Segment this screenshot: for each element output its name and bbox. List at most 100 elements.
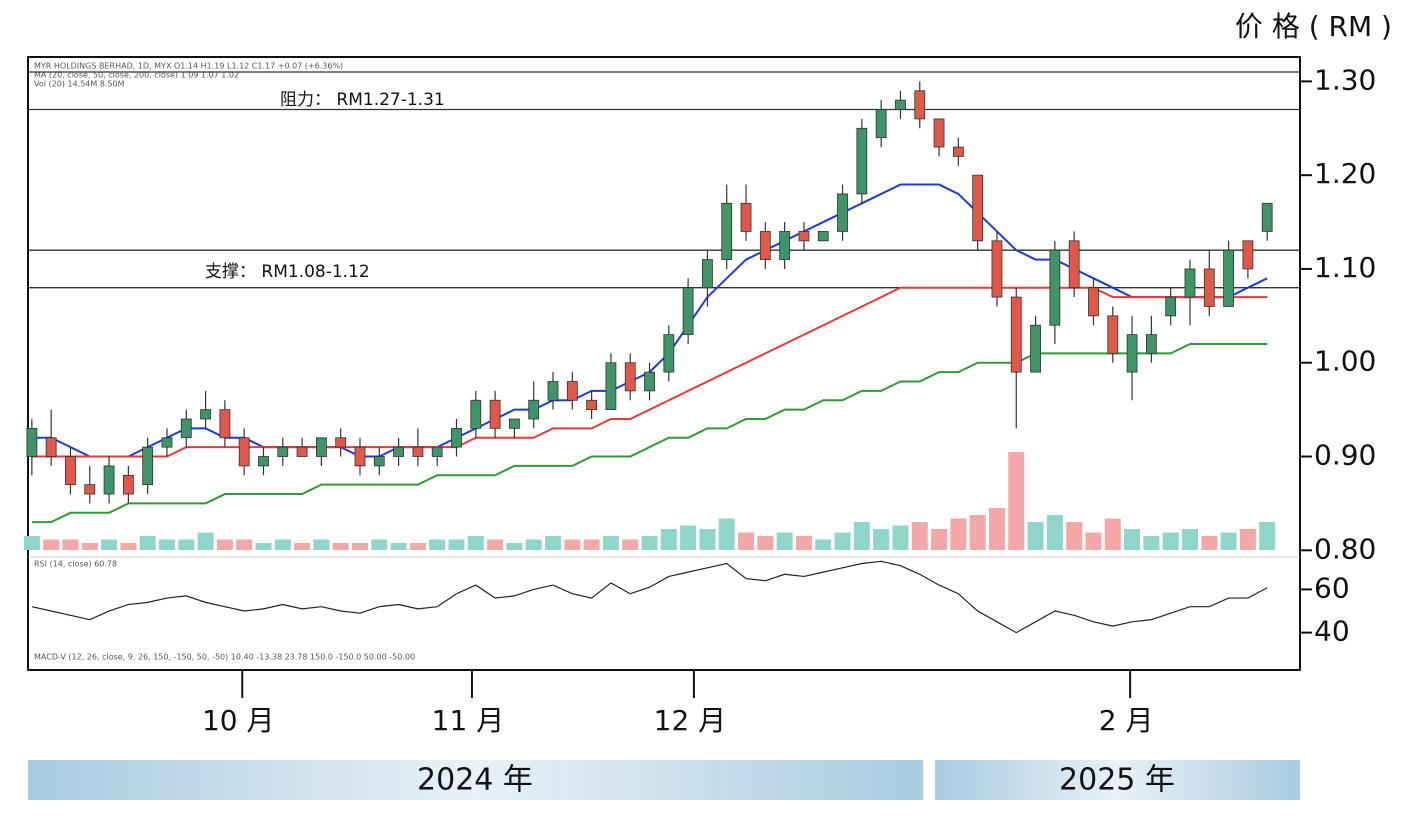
moving-average — [31, 342, 1268, 524]
volume-bar — [718, 518, 735, 550]
rsi-line — [31, 560, 1268, 634]
candle-body — [1242, 240, 1254, 270]
year-label: 2024 年 — [417, 763, 533, 798]
macd-text: MACD-V (12, 26, close, 9, 26, 150, -150,… — [34, 653, 415, 662]
candle-body — [663, 334, 675, 373]
candle-body — [914, 90, 926, 120]
volume-bar — [81, 543, 98, 550]
volume-bar — [1066, 522, 1083, 550]
volume-bar — [660, 529, 677, 550]
volume-bar — [757, 536, 774, 550]
volume-bar — [23, 536, 40, 550]
volume-bar — [699, 529, 716, 550]
volume-bar — [641, 536, 658, 550]
volume-bar — [467, 536, 484, 550]
candle-body — [644, 371, 655, 392]
candle-body — [65, 456, 76, 486]
candle-body — [1203, 268, 1215, 307]
volume-bar — [236, 539, 253, 550]
volume-bar — [1259, 522, 1276, 550]
candle-body — [875, 109, 887, 139]
volume-bar — [795, 536, 812, 550]
candle-body — [1010, 296, 1022, 373]
volume-bar — [931, 529, 948, 550]
volume-bar — [815, 539, 832, 550]
candle-body — [451, 427, 462, 448]
volume-bar — [892, 525, 909, 550]
candle-body — [45, 437, 57, 457]
candle-body — [219, 409, 231, 439]
volume-bar — [545, 536, 562, 550]
volume-bar — [1201, 536, 1218, 550]
volume-bar — [294, 543, 311, 550]
candle-body — [740, 202, 752, 232]
volume-bar — [1220, 532, 1237, 550]
volume-bar — [1104, 518, 1121, 550]
candle-body — [258, 456, 269, 467]
volume-bar — [216, 539, 233, 550]
candle-body — [84, 484, 96, 495]
volume-bar — [622, 539, 639, 550]
volume-bar — [680, 525, 697, 550]
volume-bar — [1046, 515, 1063, 550]
candle-body — [296, 446, 308, 457]
candle-body — [721, 202, 733, 260]
candle-body — [122, 474, 134, 495]
candle-body — [373, 456, 385, 467]
candle-body — [933, 118, 945, 148]
volume-bar — [487, 539, 504, 550]
candle-body — [682, 287, 694, 336]
candle-body — [779, 231, 791, 260]
volume-bar — [43, 539, 60, 550]
candle-body — [798, 231, 810, 242]
volume-bar — [834, 532, 851, 550]
level-label: 支撑： RM1.08-1.12 — [205, 262, 370, 282]
volume-bar — [1143, 536, 1160, 550]
candle-body — [412, 446, 424, 457]
candle-body — [547, 381, 559, 401]
header-text: MYR HOLDINGS BERHAD, 1D, MYX O1.14 H1.19… — [34, 62, 343, 71]
rsi-text: RSI (14, close) 60.78 — [34, 560, 117, 569]
year-band — [935, 760, 1300, 800]
y-tick-label: 1.20 — [1314, 157, 1376, 190]
candle-body — [393, 446, 404, 457]
candle-body — [952, 146, 964, 157]
moving-average — [31, 286, 1268, 458]
candle-body — [1030, 324, 1041, 373]
candle-body — [315, 437, 327, 457]
volume-bar — [429, 539, 446, 550]
volume-bar — [390, 543, 407, 550]
volume-bar — [1124, 529, 1141, 550]
candle-body — [759, 231, 771, 260]
volume-bar — [988, 508, 1005, 550]
candle-body — [489, 399, 501, 429]
candle-body — [1145, 334, 1157, 354]
candle-body — [1049, 249, 1061, 326]
volume-bar — [178, 539, 195, 550]
candle-body — [1107, 315, 1119, 354]
x-tick-label: 10 月 — [202, 704, 275, 737]
year-label: 2025 年 — [1059, 763, 1175, 798]
volume-bar — [62, 539, 79, 550]
volume-bar — [873, 529, 890, 550]
candle-body — [142, 446, 154, 486]
volume-bar — [583, 539, 600, 550]
candle-body — [1126, 334, 1138, 373]
candle-body — [605, 362, 617, 411]
volume-bar — [409, 543, 426, 550]
candle-body — [1184, 268, 1196, 298]
header-text: MA (20, close, 50, close, 200, close) 1.… — [34, 71, 239, 80]
candle-body — [26, 427, 38, 457]
candle-body — [1223, 249, 1234, 307]
volume-bar — [506, 543, 523, 550]
y-tick-label: 1.00 — [1314, 345, 1376, 378]
x-tick-label: 2 月 — [1099, 704, 1154, 737]
volume-bar — [1085, 532, 1102, 550]
candle-body — [354, 446, 366, 467]
candle-body — [277, 446, 289, 457]
header-text: Vol (20) 14.54M 8.50M — [34, 80, 125, 89]
volume-bar — [911, 522, 928, 550]
candle-body — [528, 399, 540, 420]
candle-body — [1261, 202, 1273, 232]
candle-body — [817, 231, 829, 242]
